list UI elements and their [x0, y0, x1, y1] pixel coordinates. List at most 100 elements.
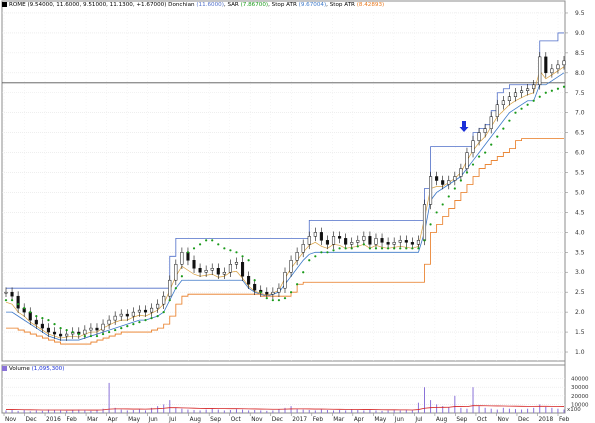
symbol-label: ROME: [9, 2, 26, 8]
candle-body: [28, 311, 32, 321]
volume-tick-label: 30000: [571, 385, 589, 391]
sar-dot: [283, 297, 287, 300]
sar-dot: [120, 326, 123, 330]
candle-body: [392, 242, 396, 245]
sar-dot: [477, 155, 481, 158]
sar-dot: [326, 251, 329, 254]
candle-body: [162, 295, 166, 305]
sar-dot: [387, 247, 390, 250]
candle-body: [489, 116, 493, 129]
candle-body: [513, 92, 518, 97]
x-tick-label: Nov: [5, 417, 17, 423]
candle-body: [4, 291, 8, 294]
x-tick-label: Nov: [251, 417, 263, 423]
sar-label: SAR: [227, 2, 239, 8]
sar-dot: [350, 247, 353, 250]
candle-body: [131, 311, 135, 317]
candle-body: [435, 176, 439, 181]
candle-body: [465, 152, 469, 169]
x-tick-label: Feb: [313, 417, 324, 423]
price-tick-label: 9.5: [575, 10, 585, 17]
candle-body: [350, 242, 354, 245]
x-axis: Nov Dec 2016 Feb Mar Apr May Jun Jul Aug Sep Oct Nov…: [3, 413, 570, 423]
sar-dot: [338, 247, 341, 250]
sar-dot: [344, 247, 347, 250]
sar-dot: [435, 211, 438, 214]
x-tick-label: Oct: [231, 417, 242, 423]
candle-body: [362, 236, 366, 241]
sar-dot: [417, 247, 420, 250]
sar-dot: [180, 275, 183, 278]
x-tick-label: Feb: [67, 417, 78, 423]
sar-dot: [211, 239, 214, 242]
down-arrow-icon: [459, 121, 469, 132]
sar-dot: [192, 247, 196, 250]
candle-body: [338, 236, 342, 239]
candle-body: [453, 176, 457, 181]
x-tick-label: Nov: [497, 417, 509, 423]
candle-body: [150, 307, 154, 313]
candle-body: [204, 270, 208, 273]
sar-dot: [423, 239, 426, 242]
sar-dot: [65, 328, 68, 332]
x-tick-label: 2017: [292, 417, 307, 423]
candlesticks: [4, 52, 566, 341]
candle-body: [222, 271, 226, 275]
candle-body: [89, 327, 93, 331]
price-axis: 9.5 9.0 8.5 8.0 7.5 7.0 6.5 6.0 5.5 5.0 4.5 4.0 3.5 3…: [565, 10, 585, 356]
sar-dot: [59, 326, 62, 330]
candle-body: [544, 56, 548, 74]
volume-multiplier-label: x100: [567, 407, 581, 413]
candle-body: [83, 329, 87, 335]
candle-body: [156, 303, 160, 309]
sar-dot: [41, 317, 44, 320]
sar-dot: [302, 271, 305, 274]
candle-body: [356, 240, 360, 243]
sar-dot: [150, 317, 153, 320]
sar-dot: [332, 249, 335, 252]
price-tick-label: 6.5: [575, 130, 585, 137]
candle-body: [441, 180, 445, 185]
price-tick-label: 1.0: [575, 349, 585, 356]
price-tick-label: 5.5: [575, 170, 585, 177]
sar-dot: [101, 332, 105, 336]
x-tick-label: Dec: [26, 417, 37, 423]
price-grid: [2, 12, 565, 361]
x-tick-label: Aug: [436, 417, 448, 423]
sar-dot: [271, 299, 274, 302]
volume-bars: [5, 382, 565, 413]
sar-dot: [471, 163, 475, 166]
candle-body: [101, 323, 105, 331]
sar-dot: [205, 239, 208, 242]
x-tick-label: Dec: [272, 417, 283, 423]
candle-body: [283, 271, 287, 289]
candle-body: [295, 252, 299, 261]
sar-dot: [490, 143, 493, 146]
sar-dot: [532, 99, 535, 102]
volume-average-line: [6, 405, 565, 411]
sar-dot: [374, 247, 378, 250]
x-tick-label: 2018: [538, 417, 553, 423]
sar-dot: [4, 299, 8, 302]
price-tick-label: 8.5: [575, 50, 585, 57]
sar-dot: [368, 247, 372, 250]
price-tick-label: 3.0: [575, 269, 585, 276]
candle-body: [344, 238, 348, 245]
sar-dot: [241, 255, 244, 258]
candle-body: [519, 90, 524, 94]
signal-marker: [459, 121, 469, 132]
candle-body: [247, 275, 251, 285]
candle-body: [374, 238, 378, 245]
sar-dot: [223, 247, 226, 250]
price-tick-label: 9.0: [575, 30, 585, 37]
price-tick-label: 7.5: [575, 90, 585, 97]
volume-tick-label: 10000: [571, 402, 589, 408]
x-tick-label: Oct: [477, 417, 488, 423]
price-tick-label: 2.5: [575, 289, 585, 296]
x-tick-label: Apr: [108, 417, 119, 423]
sar-dot: [23, 307, 26, 310]
x-tick-label: Jul: [168, 417, 176, 423]
sar-dot: [380, 247, 384, 250]
price-legend: ROME (9.54000, 11.6000, 9.51000, 11.1300…: [2, 2, 384, 9]
